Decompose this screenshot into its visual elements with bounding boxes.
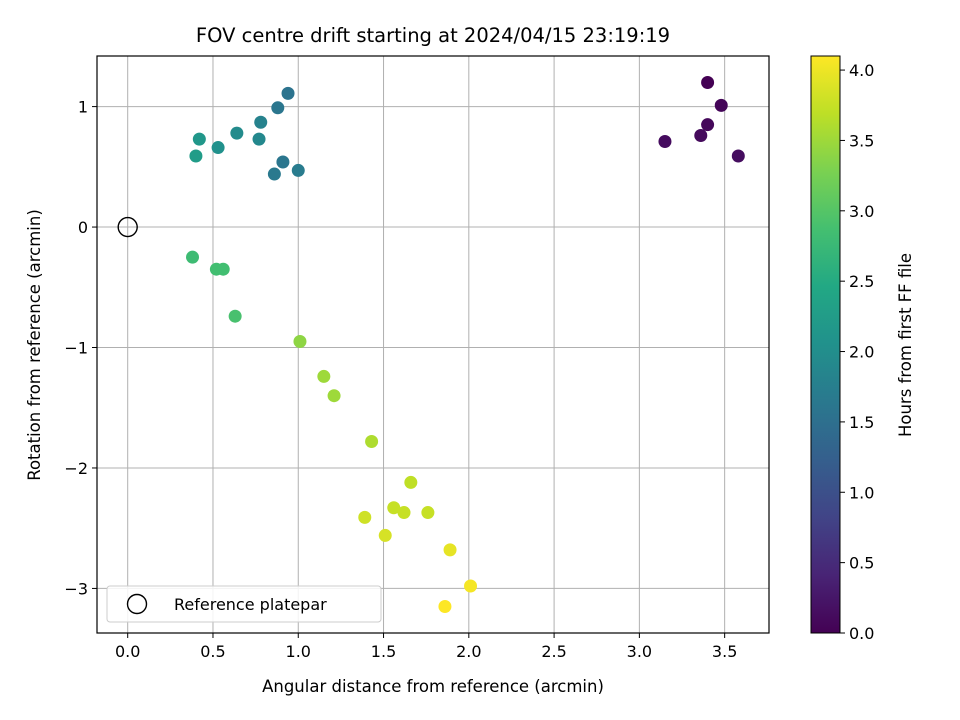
scatter-point (216, 262, 230, 276)
chart-title: FOV centre drift starting at 2024/04/15 … (196, 24, 670, 47)
scatter-point (267, 167, 281, 181)
colorbar-ticks: 0.0 0.5 1.0 1.5 2.0 2.5 3.0 3.5 4.0 (840, 61, 874, 643)
scatter-point (701, 118, 715, 132)
scatter-point (254, 115, 268, 129)
colorbar-gradient (811, 56, 840, 633)
scatter-point (327, 389, 341, 403)
x-tick-label: 3.0 (627, 642, 652, 661)
scatter-point (271, 101, 285, 115)
x-axis-label: Angular distance from reference (arcmin) (262, 677, 604, 696)
legend-box (106, 585, 382, 623)
scatter-point (228, 309, 242, 323)
reference-marker-layer (117, 216, 138, 238)
scatter-point (293, 334, 307, 348)
y-axis-ticks: 1 0 −1 −2 −3 (64, 98, 97, 598)
colorbar-tick-label: 1.0 (849, 483, 874, 502)
data-points (186, 76, 745, 613)
y-tick-label: −1 (64, 339, 88, 358)
scatter-point (211, 141, 225, 155)
grid-lines (97, 56, 769, 633)
scatter-point (281, 86, 295, 100)
y-axis-label: Rotation from reference (arcmin) (25, 209, 44, 481)
x-tick-label: 2.5 (541, 642, 566, 661)
x-tick-label: 1.5 (371, 642, 396, 661)
x-tick-label: 1.0 (286, 642, 311, 661)
y-tick-label: 0 (78, 218, 88, 237)
scatter-point (378, 528, 392, 542)
plot-frame (96, 55, 770, 634)
scatter-point (701, 76, 715, 90)
colorbar-tick-label: 3.0 (849, 202, 874, 221)
x-axis-ticks: 0.0 0.5 1.0 1.5 2.0 2.5 3.0 3.5 (115, 633, 737, 661)
y-tick-label: −2 (64, 459, 88, 478)
scatter-point (365, 434, 379, 448)
scatter-point (714, 98, 728, 112)
reference-platepar-marker (117, 216, 138, 238)
colorbar-tick-label: 0.0 (849, 624, 874, 643)
colorbar-tick-label: 2.5 (849, 272, 874, 291)
scatter-point (291, 163, 305, 177)
legend-entry-reference: Reference platepar (174, 595, 327, 614)
legend: Reference platepar (106, 585, 382, 623)
scatter-point (358, 510, 372, 524)
scatter-point (658, 135, 672, 149)
scatter-point (438, 599, 452, 613)
x-tick-label: 3.5 (712, 642, 737, 661)
scatter-point (387, 501, 401, 515)
y-tick-label: 1 (78, 98, 88, 117)
colorbar-tick-label: 4.0 (849, 61, 874, 80)
colorbar-tick-label: 3.5 (849, 131, 874, 150)
scatter-point (317, 369, 331, 383)
scatter-point (252, 132, 266, 146)
scatter-point (694, 129, 708, 143)
scatter-point (230, 126, 244, 140)
colorbar-tick-label: 0.5 (849, 554, 874, 573)
scatter-point (464, 579, 478, 593)
scatter-point (397, 506, 411, 520)
scatter-point (731, 149, 745, 163)
legend-reference-marker (126, 593, 148, 615)
scatter-point (421, 506, 435, 520)
colorbar: 0.0 0.5 1.0 1.5 2.0 2.5 3.0 3.5 4.0 Hours from f… (810, 55, 915, 643)
scatter-point (404, 475, 418, 489)
x-tick-label: 0.5 (200, 642, 225, 661)
colorbar-tick-label: 2.0 (849, 343, 874, 362)
scatter-point (192, 132, 206, 146)
scatter-point (186, 250, 200, 264)
y-tick-label: −3 (64, 579, 88, 598)
colorbar-tick-label: 1.5 (849, 413, 874, 432)
colorbar-label: Hours from first FF file (896, 253, 915, 437)
colorbar-frame (810, 55, 841, 634)
scatter-point (189, 149, 203, 163)
x-tick-label: 0.0 (115, 642, 140, 661)
scatter-point (276, 155, 290, 169)
x-tick-label: 2.0 (456, 642, 481, 661)
scatter-point (443, 543, 457, 557)
